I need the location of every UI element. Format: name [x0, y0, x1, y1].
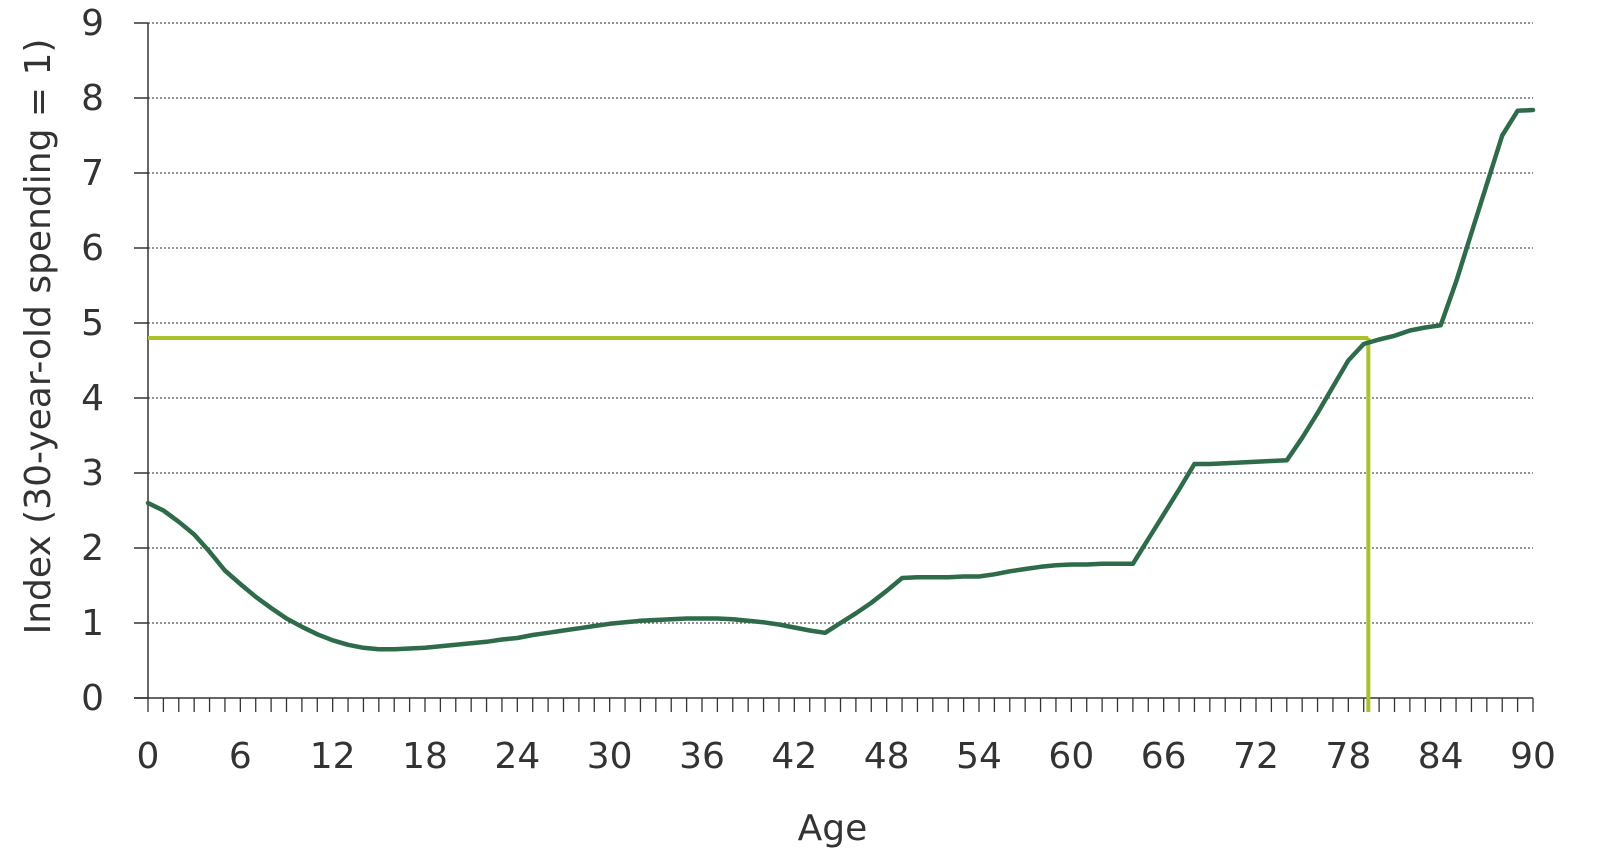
x-tick-label: 54 — [956, 736, 1002, 777]
x-axis-title: Age — [798, 808, 868, 849]
x-tick-label: 66 — [1141, 736, 1187, 777]
y-tick-labels: 0 1 2 3 4 5 6 7 8 9 — [81, 3, 104, 719]
tick-marks — [134, 22, 1534, 712]
y-tick-label: 5 — [81, 303, 104, 344]
y-tick-label: 7 — [81, 153, 104, 194]
series-line-0 — [145, 107, 1536, 652]
x-tick-label: 78 — [1325, 736, 1371, 777]
y-tick-label: 1 — [81, 603, 104, 644]
y-tick-label: 6 — [81, 228, 104, 269]
y-tick-label: 9 — [81, 3, 104, 44]
x-tick-label: 12 — [310, 736, 356, 777]
x-tick-label: 6 — [229, 736, 252, 777]
x-tick-label: 48 — [864, 736, 910, 777]
highlight-lines — [148, 336, 1371, 712]
y-axis-title: Index (30-year-old spending = 1) — [18, 39, 59, 635]
y-tick-label: 4 — [81, 378, 104, 419]
x-tick-label: 0 — [137, 736, 160, 777]
axes — [134, 23, 1533, 699]
x-tick-label: 42 — [771, 736, 817, 777]
y-tick-label: 2 — [81, 528, 104, 569]
gridlines — [148, 22, 1533, 624]
x-tick-label: 84 — [1418, 736, 1464, 777]
y-tick-label: 8 — [81, 78, 104, 119]
x-tick-label: 18 — [402, 736, 448, 777]
x-tick-labels: 0 6 12 18 24 30 36 42 48 54 60 66 72 78 84 90 — [137, 736, 1556, 777]
x-tick-label: 60 — [1048, 736, 1094, 777]
series-group — [145, 107, 1536, 652]
x-tick-label: 90 — [1510, 736, 1556, 777]
y-tick-label: 3 — [81, 453, 104, 494]
x-tick-label: 72 — [1233, 736, 1279, 777]
x-tick-label: 24 — [494, 736, 540, 777]
x-tick-label: 36 — [679, 736, 725, 777]
y-tick-label: 0 — [81, 678, 104, 719]
x-tick-label: 30 — [587, 736, 633, 777]
